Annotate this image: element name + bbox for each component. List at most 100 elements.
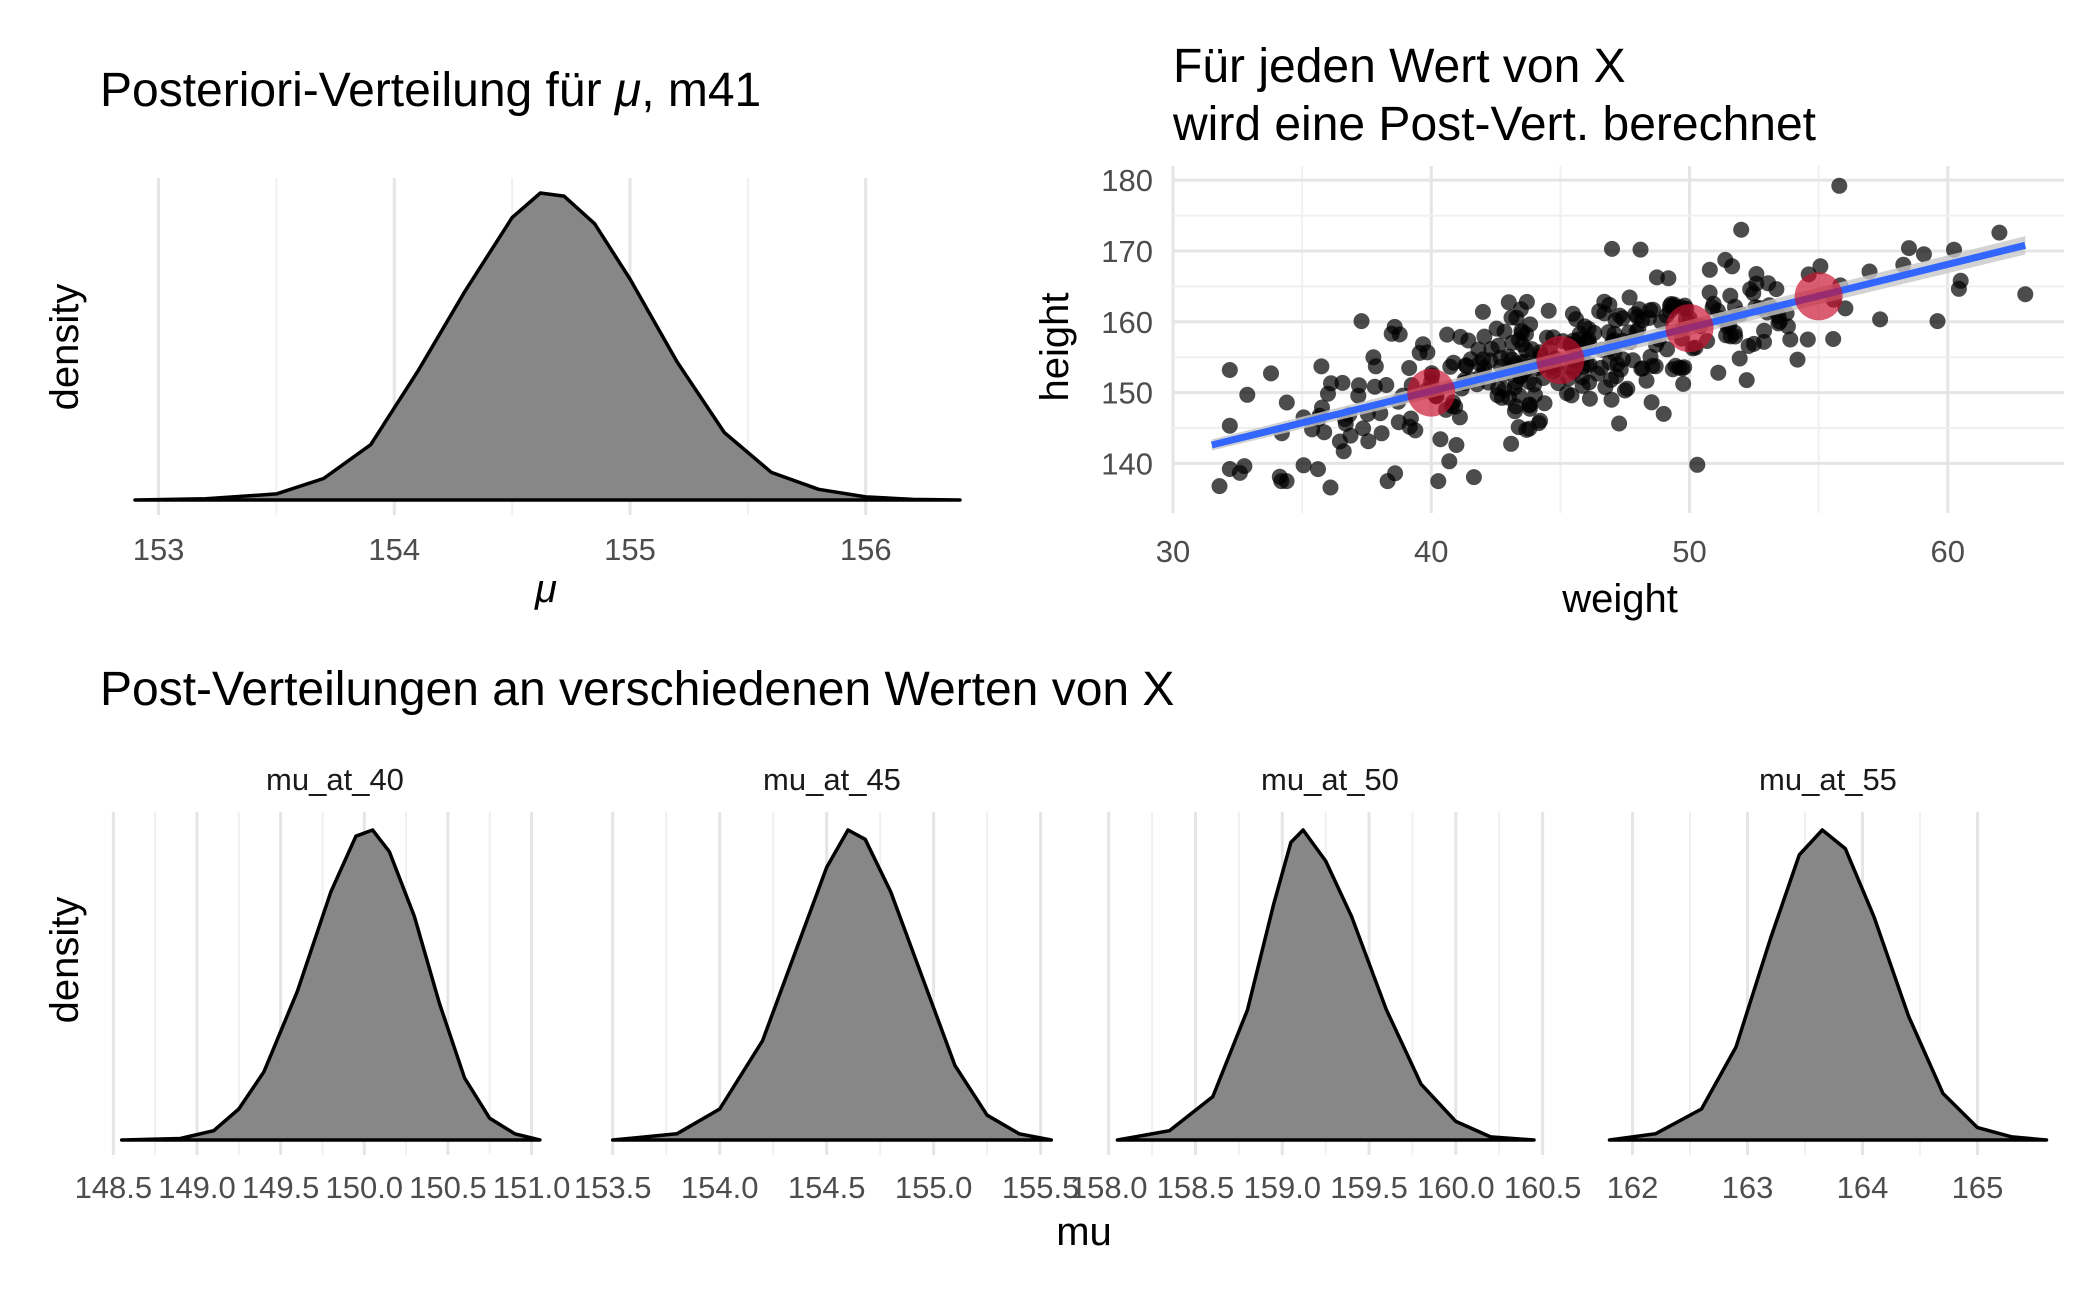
scatter-x-label: weight	[1561, 577, 1678, 621]
scatter-point	[1310, 461, 1326, 478]
scatter-point	[1645, 301, 1662, 318]
scatter-y-ticks: 140 150 160 170 180	[1101, 163, 1153, 481]
posterior-mu-panel: Posteriori-Verteilung für μ, m41 153 154 1…	[43, 64, 962, 611]
facet-mu_at_50-x-tick-label: 159.5	[1330, 1170, 1408, 1205]
scatter-y-tick-label: 170	[1101, 234, 1153, 269]
highlighted-point	[1536, 336, 1585, 385]
scatter-point	[1600, 324, 1617, 341]
facet-x-label: mu	[1056, 1210, 1112, 1254]
facet-panels: 148.5 149.0 149.5 150.0 150.5 151.0 mu_at_40 15…	[75, 762, 2049, 1205]
scatter-point	[1596, 293, 1613, 310]
scatter-point	[1355, 420, 1372, 437]
scatter-point	[1589, 365, 1606, 382]
scatter-point	[1609, 356, 1626, 373]
facet-strip-label: mu_at_55	[1759, 762, 1897, 797]
facet-mu_at_40: 148.5 149.0 149.5 150.0 150.5 151.0 mu_at_40	[75, 762, 571, 1205]
facet-plot	[610, 828, 1054, 1142]
scatter-y-tick-label: 140	[1101, 446, 1153, 481]
facet-mu_at_40-x-tick-label: 149.0	[158, 1170, 236, 1205]
scatter-point	[1621, 289, 1638, 306]
scatter-point	[1386, 318, 1403, 335]
title-part-mu: μ	[613, 64, 641, 117]
facet-mu_at_50-x-tick-label: 160.5	[1504, 1170, 1582, 1205]
scatter-point	[1727, 328, 1744, 345]
scatter-point	[1603, 391, 1620, 408]
facet-grid	[611, 812, 1043, 1155]
scatter-point	[2017, 286, 2034, 303]
facet-mu_at_45-density-curve	[610, 828, 1054, 1142]
facet-mu_at_55-x-tick-label: 163	[1722, 1170, 1774, 1205]
scatter-point	[1663, 296, 1680, 312]
scatter-point	[1511, 387, 1528, 404]
scatter-point	[1831, 177, 1848, 194]
scatter-point	[1756, 333, 1772, 350]
scatter-point	[1221, 362, 1238, 378]
scatter-point	[1295, 457, 1312, 474]
scatter-y-tick-label: 180	[1101, 163, 1153, 198]
scatter-x-tick-label: 60	[1931, 534, 1965, 569]
scatter-point	[1710, 364, 1727, 381]
scatter-point	[1608, 368, 1625, 385]
facet-x-ticks: 153.5 154.0 154.5 155.0 155.5	[574, 1170, 1079, 1205]
scatter-point	[1517, 341, 1534, 358]
facet-mu_at_45-x-tick-label: 154.0	[681, 1170, 759, 1205]
scatter-point	[1430, 473, 1447, 490]
scatter-point	[1733, 221, 1750, 238]
scatter-point	[1488, 320, 1505, 337]
facet-y-label: density	[43, 897, 87, 1024]
scatter-point	[1701, 284, 1718, 301]
scatter-title-line-2: wird eine Post-Vert. berechnet	[1172, 98, 1816, 151]
scatter-point	[1617, 382, 1633, 399]
scatter-point	[1701, 261, 1718, 278]
posterior-mu-y-label: density	[43, 284, 87, 411]
scatter-point	[1452, 328, 1469, 345]
scatter-point	[1503, 309, 1520, 326]
facet-mu_at_50-x-tick-label: 160.0	[1417, 1170, 1495, 1205]
scatter-point	[1634, 312, 1650, 329]
scatter-point	[1564, 305, 1581, 322]
scatter-point	[1799, 331, 1816, 348]
facet-plot	[119, 828, 542, 1142]
posterior-mu-title: Posteriori-Verteilung für μ, m41	[100, 64, 761, 117]
scatter-point	[1638, 372, 1655, 389]
scatter-point	[1580, 320, 1597, 337]
scatter-point	[1717, 251, 1734, 268]
scatter-point	[1991, 224, 2008, 241]
scatter-point	[1574, 377, 1591, 394]
scatter-point	[1335, 443, 1352, 460]
scatter-point	[1929, 313, 1946, 330]
scatter-point	[1432, 431, 1449, 448]
scatter-point	[1500, 294, 1517, 311]
scatter-point	[1540, 302, 1557, 319]
scatter-point	[1278, 394, 1295, 411]
scatter-point	[1738, 372, 1755, 389]
scatter-y-tick-label: 160	[1101, 305, 1153, 340]
scatter-point	[1756, 322, 1773, 339]
scatter-point	[1748, 266, 1765, 282]
scatter-point	[1536, 395, 1553, 412]
facet-x-ticks: 158.0 158.5 159.0 159.5 160.0 160.5	[1070, 1170, 1582, 1205]
scatter-y-label: height	[1033, 293, 1077, 402]
facet-mu_at_55-x-tick-label: 164	[1837, 1170, 1889, 1205]
scatter-point	[1632, 241, 1649, 258]
scatter-point	[1402, 410, 1419, 427]
facet-mu_at_55-x-tick-label: 165	[1952, 1170, 2004, 1205]
facet-mu_at_50-density-curve	[1115, 828, 1536, 1142]
scatter-point	[1448, 437, 1465, 453]
facet-mu_at_55: 162 163 164 165 mu_at_55	[1607, 762, 2049, 1205]
scatter-point	[1239, 386, 1256, 403]
scatter-point	[1378, 377, 1395, 393]
scatter-point	[1837, 300, 1854, 317]
scatter-point	[1401, 360, 1418, 376]
scatter-point	[1322, 479, 1339, 496]
scatter-point	[1518, 326, 1534, 343]
scatter-point	[1373, 425, 1390, 442]
scatter-point	[1350, 387, 1367, 404]
title-part-suffix: , m41	[641, 64, 761, 117]
scatter-point	[1476, 328, 1493, 345]
scatter-point	[1474, 303, 1491, 320]
facet-strip-label: mu_at_45	[763, 762, 901, 797]
facet-x-ticks: 162 163 164 165	[1607, 1170, 2004, 1205]
scatter-point	[1950, 280, 1967, 297]
scatter-panel: Für jeden Wert von X wird eine Post-Vert…	[1033, 40, 2064, 621]
